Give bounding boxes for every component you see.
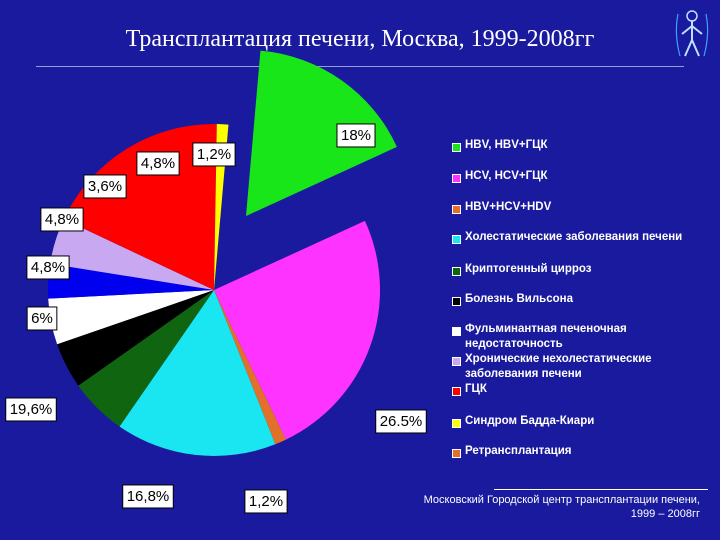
data-label-11: 1,2% <box>197 146 231 163</box>
data-label-4: 16,8% <box>127 488 170 505</box>
data-label-box-4 <box>122 484 174 509</box>
data-label-box-8 <box>40 207 84 232</box>
data-label-box-10 <box>136 151 180 176</box>
data-label-box-7 <box>26 255 70 280</box>
data-label-5: 19,6% <box>10 401 53 418</box>
legend-swatch <box>452 357 461 366</box>
pie-slice-8 <box>48 263 215 299</box>
legend-label: Фульминантная печеночная недостаточность <box>465 323 627 350</box>
legend-swatch <box>452 387 461 396</box>
pie-slice-4 <box>119 290 276 457</box>
data-label-box-9 <box>83 174 127 199</box>
legend-label: HBV+HCV+HDV <box>465 201 552 213</box>
legend-label: Криптогенный цирроз <box>465 263 592 275</box>
pie-slice-6 <box>57 290 214 386</box>
data-label-3: 1,2% <box>249 493 283 510</box>
pie-slice-5 <box>78 290 214 427</box>
legend-label: Холестатические заболевания печени <box>465 231 683 243</box>
data-label-1: 18% <box>341 127 371 144</box>
footer-divider <box>494 489 708 490</box>
logo <box>672 6 712 67</box>
pie-slice-1 <box>246 50 397 216</box>
chart-title: Трансплантация печени, Москва, 1999-2008… <box>125 26 595 52</box>
footer-line-2: 1999 – 2008гг <box>630 508 700 520</box>
legend-label: Синдром Бадда-Киари <box>465 415 595 427</box>
pie-data-labels: 18% 26.5% 1,2% 16,8% 19,6% 6% 4,8% 4,8% 3,6% 4,8%… <box>5 123 427 514</box>
legend-label: HBV, HBV+ГЦК <box>465 139 548 151</box>
legend-swatch <box>452 205 461 214</box>
data-label-box-6 <box>26 306 58 331</box>
legend-swatch <box>452 327 461 336</box>
pie-slice-3 <box>214 290 286 445</box>
legend-label: ГЦК <box>465 383 487 395</box>
data-label-box-3 <box>244 489 288 514</box>
legend-label: Хронические нехолестатические заболевани… <box>465 353 652 380</box>
data-label-2: 26.5% <box>380 413 423 430</box>
legend-swatch <box>452 419 461 428</box>
data-label-7: 4,8% <box>31 259 65 276</box>
legend-swatch <box>452 297 461 306</box>
pie-slice-2 <box>214 220 381 440</box>
legend-label: HCV, HCV+ГЦК <box>465 170 548 182</box>
figure-logo-icon <box>675 10 709 57</box>
data-label-box-2 <box>375 409 427 434</box>
data-label-box-5 <box>5 397 57 422</box>
data-label-10: 4,8% <box>141 155 175 172</box>
legend-label: Болезнь Вильсона <box>465 293 573 305</box>
data-label-8: 4,8% <box>45 211 79 228</box>
data-label-box-1 <box>336 123 376 148</box>
data-label-9: 3,6% <box>88 178 122 195</box>
legend-swatch <box>452 174 461 183</box>
data-label-box-11 <box>192 142 236 167</box>
data-label-6: 6% <box>31 310 53 327</box>
footer-credit: Московский Городской центр трансплантаци… <box>370 493 700 521</box>
legend-swatch <box>452 267 461 276</box>
title-divider <box>36 66 684 67</box>
pie-slice-9 <box>50 219 215 290</box>
footer-line-1: Московский Городской центр трансплантаци… <box>423 494 700 506</box>
pie-slices <box>48 50 397 457</box>
legend-swatch <box>452 143 461 152</box>
legend-swatch <box>452 235 461 244</box>
legend-swatch <box>452 449 461 458</box>
pie-slice-7 <box>48 290 214 345</box>
legend-label: Ретрансплантация <box>465 445 572 457</box>
